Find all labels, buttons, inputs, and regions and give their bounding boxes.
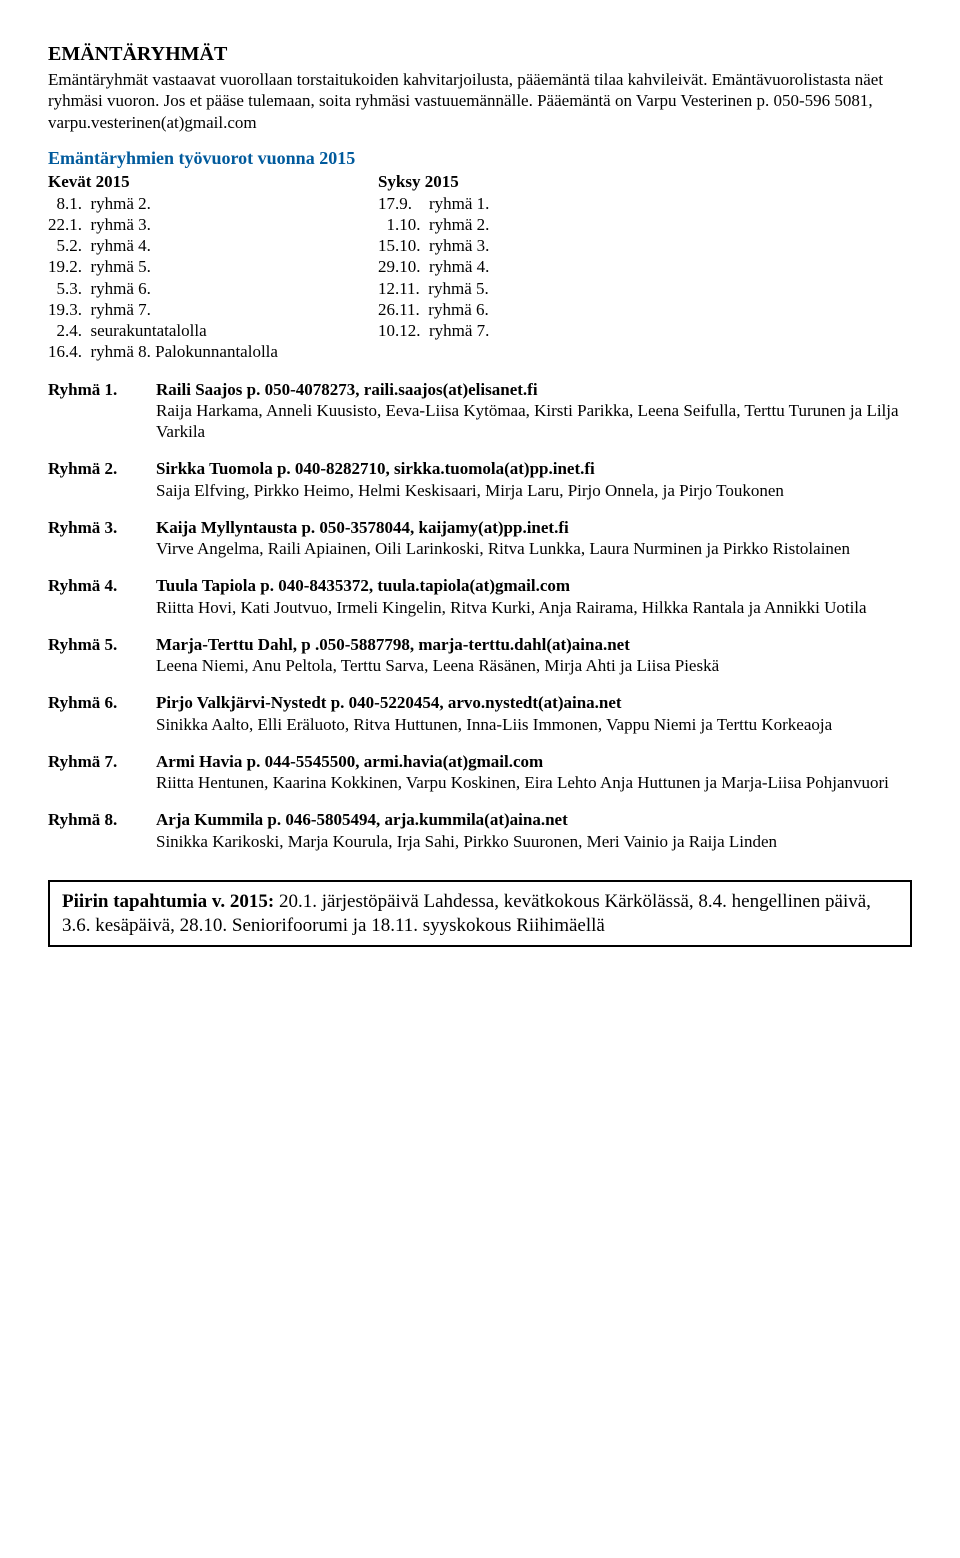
group-members: Saija Elfving, Pirkko Heimo, Helmi Keski… (156, 480, 912, 501)
schedule-row: 5.2. ryhmä 4. (48, 235, 278, 256)
schedule-row: 19.3. ryhmä 7. (48, 299, 278, 320)
schedule-row: 17.9. ryhmä 1. (378, 193, 489, 214)
group-leader: Pirjo Valkjärvi-Nystedt p. 040-5220454, … (156, 692, 912, 713)
group-row: Ryhmä 2.Sirkka Tuomola p. 040-8282710, s… (48, 458, 912, 501)
group-leader: Raili Saajos p. 050-4078273, raili.saajo… (156, 379, 912, 400)
group-label: Ryhmä 2. (48, 458, 156, 501)
group-body: Armi Havia p. 044-5545500, armi.havia(at… (156, 751, 912, 794)
group-leader: Sirkka Tuomola p. 040-8282710, sirkka.tu… (156, 458, 912, 479)
group-row: Ryhmä 6.Pirjo Valkjärvi-Nystedt p. 040-5… (48, 692, 912, 735)
schedule-row: 5.3. ryhmä 6. (48, 278, 278, 299)
group-members: Leena Niemi, Anu Peltola, Terttu Sarva, … (156, 655, 912, 676)
group-label: Ryhmä 8. (48, 809, 156, 852)
group-label: Ryhmä 1. (48, 379, 156, 443)
group-label: Ryhmä 4. (48, 575, 156, 618)
schedule-row: 1.10. ryhmä 2. (378, 214, 489, 235)
group-leader: Armi Havia p. 044-5545500, armi.havia(at… (156, 751, 912, 772)
schedule-heading: Emäntäryhmien työvuorot vuonna 2015 (48, 147, 912, 170)
group-label: Ryhmä 7. (48, 751, 156, 794)
page-title: EMÄNTÄRYHMÄT (48, 42, 912, 67)
schedule-row: 10.12. ryhmä 7. (378, 320, 489, 341)
group-label: Ryhmä 3. (48, 517, 156, 560)
schedule-right-header: Syksy 2015 (378, 171, 489, 192)
group-body: Arja Kummila p. 046-5805494, arja.kummil… (156, 809, 912, 852)
group-row: Ryhmä 1.Raili Saajos p. 050-4078273, rai… (48, 379, 912, 443)
group-row: Ryhmä 4.Tuula Tapiola p. 040-8435372, tu… (48, 575, 912, 618)
group-label: Ryhmä 6. (48, 692, 156, 735)
schedule-row: 15.10. ryhmä 3. (378, 235, 489, 256)
schedule-row: 29.10. ryhmä 4. (378, 256, 489, 277)
schedule-row: 26.11. ryhmä 6. (378, 299, 489, 320)
group-row: Ryhmä 7.Armi Havia p. 044-5545500, armi.… (48, 751, 912, 794)
group-row: Ryhmä 5.Marja-Terttu Dahl, p .050-588779… (48, 634, 912, 677)
group-members: Riitta Hentunen, Kaarina Kokkinen, Varpu… (156, 772, 912, 793)
group-body: Marja-Terttu Dahl, p .050-5887798, marja… (156, 634, 912, 677)
group-body: Pirjo Valkjärvi-Nystedt p. 040-5220454, … (156, 692, 912, 735)
group-row: Ryhmä 3.Kaija Myllyntausta p. 050-357804… (48, 517, 912, 560)
group-members: Virve Angelma, Raili Apiainen, Oili Lari… (156, 538, 912, 559)
footer-box: Piirin tapahtumia v. 2015: 20.1. järjest… (48, 880, 912, 948)
group-body: Kaija Myllyntausta p. 050-3578044, kaija… (156, 517, 912, 560)
schedule-col-left: Kevät 2015 8.1. ryhmä 2. 22.1. ryhmä 3. … (48, 171, 278, 362)
schedule-row: 2.4. seurakuntatalolla (48, 320, 278, 341)
schedule-row: 12.11. ryhmä 5. (378, 278, 489, 299)
group-body: Sirkka Tuomola p. 040-8282710, sirkka.tu… (156, 458, 912, 501)
group-row: Ryhmä 8.Arja Kummila p. 046-5805494, arj… (48, 809, 912, 852)
schedule-row: 22.1. ryhmä 3. (48, 214, 278, 235)
group-members: Riitta Hovi, Kati Joutvuo, Irmeli Kingel… (156, 597, 912, 618)
footer-lead: Piirin tapahtumia v. 2015: (62, 891, 274, 912)
group-leader: Marja-Terttu Dahl, p .050-5887798, marja… (156, 634, 912, 655)
schedule-table: Kevät 2015 8.1. ryhmä 2. 22.1. ryhmä 3. … (48, 171, 912, 362)
group-label: Ryhmä 5. (48, 634, 156, 677)
group-body: Raili Saajos p. 050-4078273, raili.saajo… (156, 379, 912, 443)
group-leader: Arja Kummila p. 046-5805494, arja.kummil… (156, 809, 912, 830)
group-members: Sinikka Aalto, Elli Eräluoto, Ritva Hutt… (156, 714, 912, 735)
schedule-left-header: Kevät 2015 (48, 171, 278, 192)
schedule-row: 8.1. ryhmä 2. (48, 193, 278, 214)
schedule-col-right: Syksy 2015 17.9. ryhmä 1. 1.10. ryhmä 2.… (378, 171, 489, 362)
group-body: Tuula Tapiola p. 040-8435372, tuula.tapi… (156, 575, 912, 618)
intro-paragraph: Emäntäryhmät vastaavat vuorollaan torsta… (48, 69, 912, 133)
group-members: Sinikka Karikoski, Marja Kourula, Irja S… (156, 831, 912, 852)
group-members: Raija Harkama, Anneli Kuusisto, Eeva-Lii… (156, 400, 912, 443)
schedule-row: 16.4. ryhmä 8. Palokunnantalolla (48, 341, 278, 362)
group-leader: Kaija Myllyntausta p. 050-3578044, kaija… (156, 517, 912, 538)
schedule-row: 19.2. ryhmä 5. (48, 256, 278, 277)
group-leader: Tuula Tapiola p. 040-8435372, tuula.tapi… (156, 575, 912, 596)
